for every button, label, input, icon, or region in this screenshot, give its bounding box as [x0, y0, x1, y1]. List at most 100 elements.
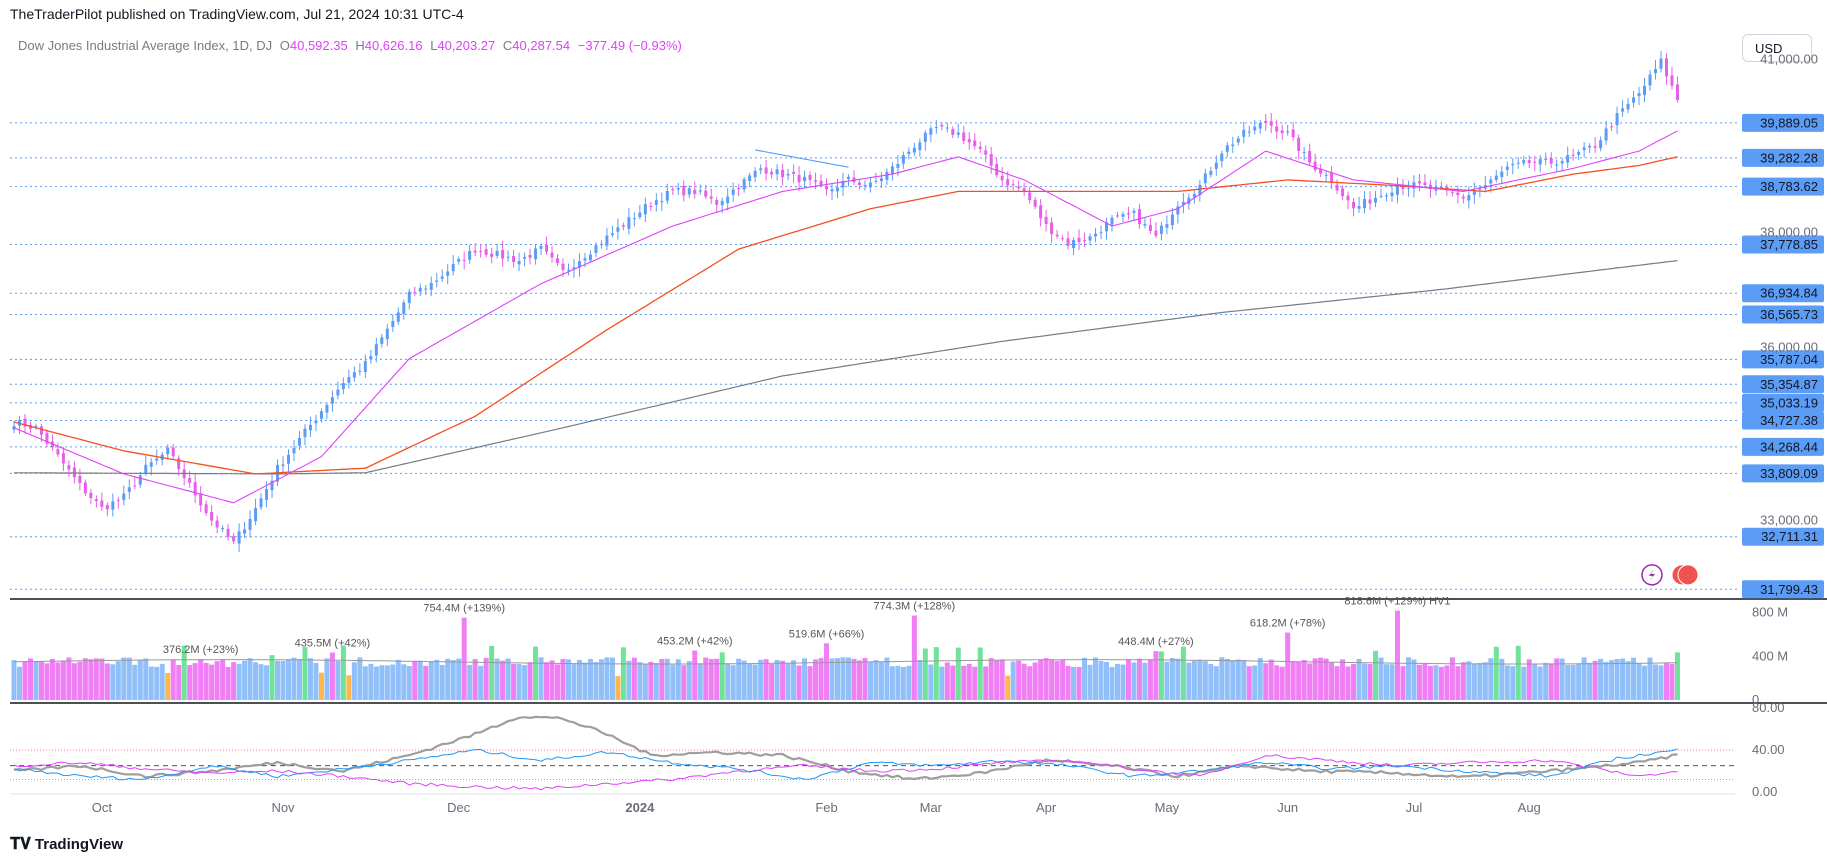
volume-bar	[653, 662, 659, 700]
volume-bar	[1455, 666, 1461, 700]
volume-bar	[1285, 632, 1291, 700]
level-label: 36,934.84	[1760, 286, 1818, 301]
volume-bar	[1405, 657, 1411, 700]
volume-bar	[807, 666, 813, 700]
volume-annotation: 448.4M (+27%)	[1118, 636, 1194, 648]
level-label: 39,282.28	[1760, 150, 1818, 165]
volume-bar	[494, 658, 500, 700]
level-label-box	[1742, 580, 1824, 599]
moving-average-fast[interactable]	[13, 130, 1678, 504]
candle-body	[67, 465, 71, 470]
volume-bar	[856, 660, 862, 700]
volume-bar	[1460, 662, 1466, 700]
volume-bar	[445, 658, 451, 700]
candle-body	[374, 344, 378, 356]
volume-bar	[1323, 658, 1329, 700]
candle-body	[1011, 184, 1015, 186]
volume-bar	[1224, 658, 1230, 700]
volume-bar	[269, 655, 275, 700]
candle-body	[303, 428, 307, 438]
volume-bar	[961, 665, 967, 700]
candle-body	[254, 508, 258, 522]
candle-body	[380, 337, 384, 344]
level-label-box	[1742, 411, 1824, 430]
level-label: 35,033.19	[1760, 395, 1818, 410]
candle-body	[215, 520, 219, 528]
moving-average-slow[interactable]	[14, 260, 1678, 475]
volume-bar	[686, 661, 692, 700]
volume-bar	[1175, 658, 1181, 700]
volume-annotation: 519.6M (+66%)	[789, 628, 865, 640]
volume-bar	[467, 664, 473, 700]
candle-body	[1406, 187, 1410, 189]
oscillator-axis-tick: 80.00	[1752, 700, 1785, 715]
time-axis-tick: Jun	[1277, 800, 1298, 815]
candle-body	[1352, 201, 1356, 209]
moving-average-mid[interactable]	[13, 156, 1678, 475]
candle-body	[265, 488, 269, 500]
candle-body	[94, 499, 98, 502]
volume-bar	[1559, 658, 1565, 700]
volume-bar	[730, 665, 736, 700]
volume-annotation: 754.4M (+139%)	[423, 603, 505, 615]
volume-bar	[1603, 661, 1609, 700]
volume-bar	[181, 645, 187, 700]
volume-bar	[236, 663, 242, 700]
volume-bar	[1422, 662, 1428, 700]
volume-bar	[401, 664, 407, 700]
candle-body	[1033, 199, 1037, 207]
candle-body	[632, 218, 636, 220]
candle-body	[1280, 130, 1284, 134]
candle-body	[610, 233, 614, 236]
volume-bar	[714, 658, 720, 700]
time-axis-tick: Mar	[920, 800, 943, 815]
volume-bar	[71, 663, 77, 700]
trend-line[interactable]	[755, 149, 849, 168]
volume-bar	[1252, 665, 1258, 700]
volume-bar	[148, 666, 154, 700]
candle-body	[1258, 122, 1262, 129]
volume-ma-line	[13, 659, 1678, 665]
volume-bar	[1515, 645, 1521, 700]
candle-body	[1626, 103, 1630, 110]
close-key: C	[502, 38, 513, 53]
candle-body	[292, 447, 296, 454]
volume-bar	[1554, 658, 1560, 700]
us-flag-event-icon-2[interactable]	[1677, 564, 1699, 586]
candle-body	[1654, 69, 1658, 74]
candle-body	[1522, 160, 1526, 164]
volume-bar	[884, 657, 890, 700]
level-label-box	[1742, 177, 1824, 196]
candle-body	[1313, 161, 1317, 170]
volume-bar	[697, 663, 703, 700]
currency-button[interactable]: USD	[1742, 34, 1812, 62]
candle-body	[473, 250, 477, 253]
candle-body	[1319, 168, 1323, 174]
volume-bar	[999, 659, 1005, 700]
level-label-box	[1742, 393, 1824, 412]
volume-bar	[247, 658, 253, 700]
oscillator-adx-line[interactable]	[13, 715, 1678, 781]
candle-body	[857, 182, 861, 185]
volume-bar	[873, 660, 879, 700]
volume-bar	[1049, 659, 1055, 700]
volume-bar	[412, 661, 418, 700]
candle-body	[874, 180, 878, 182]
candle-body	[1264, 120, 1268, 124]
candle-body	[879, 178, 883, 182]
volume-bar	[296, 658, 302, 700]
candle-body	[1192, 193, 1196, 198]
volume-bar	[1307, 663, 1313, 700]
volume-bar	[1180, 646, 1186, 700]
volume-bar	[1076, 666, 1082, 700]
candle-body	[1467, 195, 1471, 201]
volume-bar	[231, 662, 237, 700]
oscillator-minus-di-line[interactable]	[13, 754, 1678, 791]
oscillator-plus-di-line[interactable]	[13, 748, 1678, 781]
candle-body	[1055, 234, 1059, 237]
volume-bar	[1147, 659, 1153, 700]
volume-bar	[176, 664, 182, 700]
candle-body	[929, 128, 933, 135]
candle-body	[583, 258, 587, 261]
